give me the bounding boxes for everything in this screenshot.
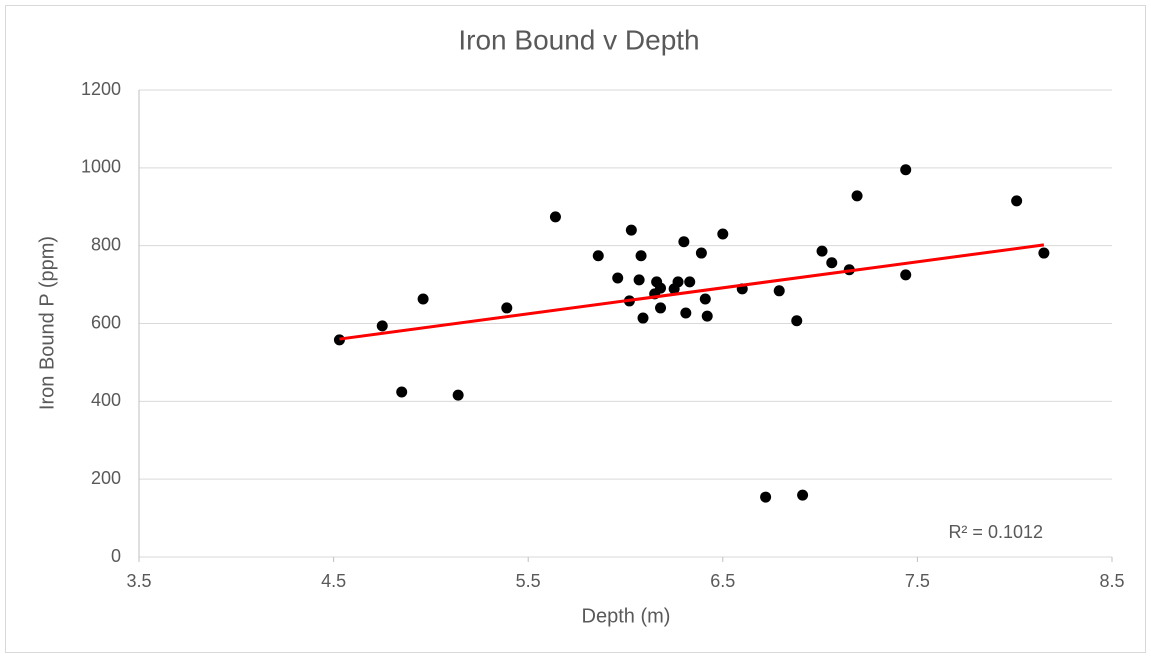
y-tick-label: 400	[91, 390, 121, 410]
point	[501, 302, 513, 314]
x-tick-label: 7.5	[905, 571, 930, 591]
point	[417, 293, 429, 305]
x-tick-label: 5.5	[516, 571, 541, 591]
y-axis-title: Iron Bound P (ppm)	[36, 236, 58, 410]
chart-border	[5, 5, 1146, 653]
point	[826, 257, 838, 269]
point	[635, 250, 647, 262]
point	[680, 307, 692, 319]
point	[655, 302, 667, 314]
point	[549, 211, 561, 223]
point	[791, 315, 803, 327]
x-axis-title: Depth (m)	[582, 605, 671, 627]
point	[760, 491, 772, 503]
point	[376, 320, 388, 332]
point	[773, 285, 785, 297]
point	[695, 247, 707, 259]
y-tick-label: 0	[111, 546, 121, 566]
point	[612, 272, 624, 284]
point	[592, 250, 604, 262]
point	[797, 489, 809, 501]
x-tick-label: 6.5	[710, 571, 735, 591]
y-tick-label: 800	[91, 234, 121, 254]
point	[816, 245, 828, 257]
chart-title: Iron Bound v Depth	[458, 24, 699, 55]
point	[1038, 247, 1050, 259]
point	[655, 282, 667, 294]
y-tick-label: 1000	[81, 157, 121, 177]
y-tick-label: 1200	[81, 79, 121, 99]
point	[900, 164, 912, 176]
y-tick-label: 200	[91, 468, 121, 488]
point	[684, 276, 696, 288]
trendline	[339, 243, 1045, 341]
x-tick-label: 4.5	[321, 571, 346, 591]
point	[851, 190, 863, 202]
point	[452, 389, 464, 401]
point	[717, 228, 729, 240]
point	[1011, 195, 1023, 207]
point	[633, 274, 645, 286]
x-tick-label: 3.5	[126, 571, 151, 591]
point	[678, 236, 690, 248]
r-squared: R² = 0.1012	[948, 522, 1043, 542]
point	[637, 312, 649, 324]
point	[900, 269, 912, 281]
point	[396, 386, 408, 398]
point	[672, 276, 684, 288]
point	[333, 334, 345, 346]
point	[625, 224, 637, 236]
point	[699, 293, 711, 305]
y-tick-label: 600	[91, 312, 121, 332]
point	[701, 310, 713, 322]
x-tick-label: 8.5	[1099, 571, 1124, 591]
